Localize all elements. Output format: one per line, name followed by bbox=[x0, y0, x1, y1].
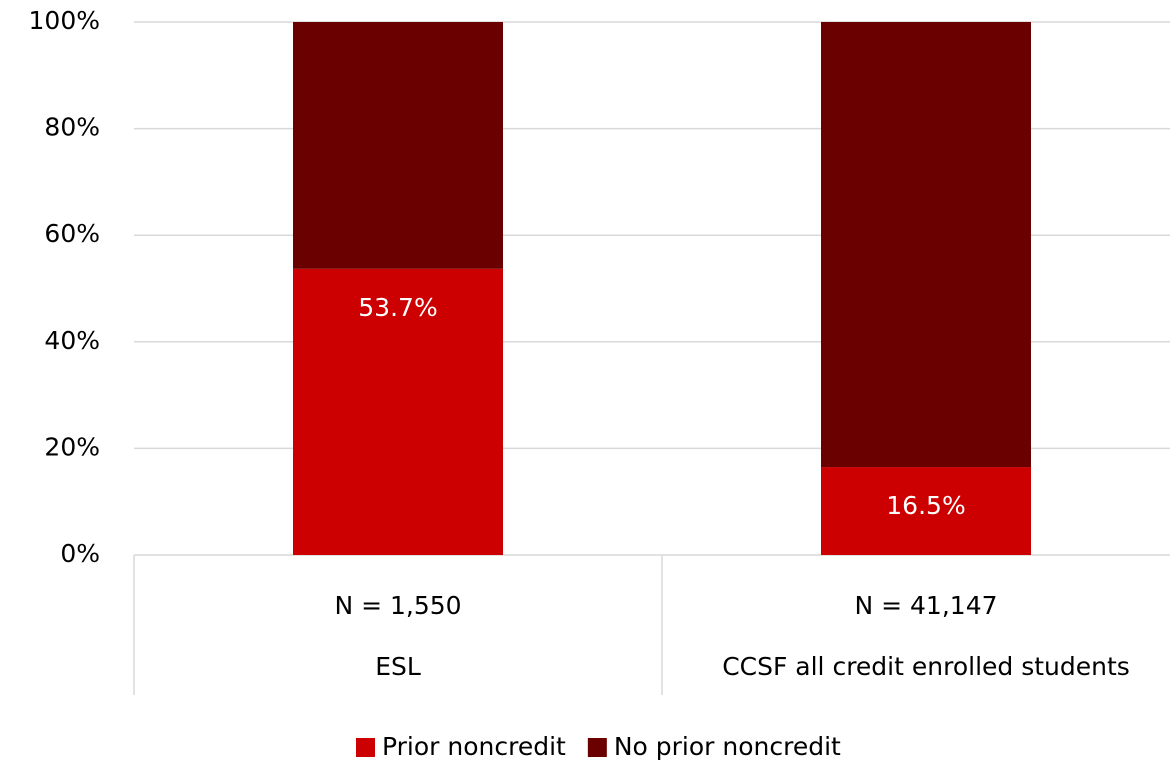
data-label: 16.5% bbox=[886, 491, 965, 520]
legend-swatch bbox=[356, 738, 375, 757]
bar-segment bbox=[293, 268, 503, 555]
y-tick-label: 0% bbox=[60, 539, 100, 568]
x-tick-label: N = 1,550 bbox=[334, 591, 461, 620]
x-tick-label: CCSF all credit enrolled students bbox=[722, 652, 1130, 681]
y-tick-label: 20% bbox=[44, 432, 100, 461]
legend-swatch bbox=[587, 738, 607, 757]
legend-label: Prior noncredit bbox=[382, 732, 566, 761]
data-label: 53.7% bbox=[358, 293, 437, 322]
x-tick-label: N = 41,147 bbox=[854, 591, 997, 620]
y-tick-label: 60% bbox=[44, 219, 100, 248]
bar-segment bbox=[821, 22, 1031, 468]
bar-segment bbox=[821, 467, 1031, 555]
y-tick-label: 40% bbox=[44, 326, 100, 355]
y-tick-label: 80% bbox=[44, 113, 100, 142]
legend-label: No prior noncredit bbox=[614, 732, 841, 761]
x-tick-label: ESL bbox=[375, 652, 421, 681]
bar-segment bbox=[293, 22, 503, 269]
y-tick-label: 100% bbox=[29, 6, 100, 35]
